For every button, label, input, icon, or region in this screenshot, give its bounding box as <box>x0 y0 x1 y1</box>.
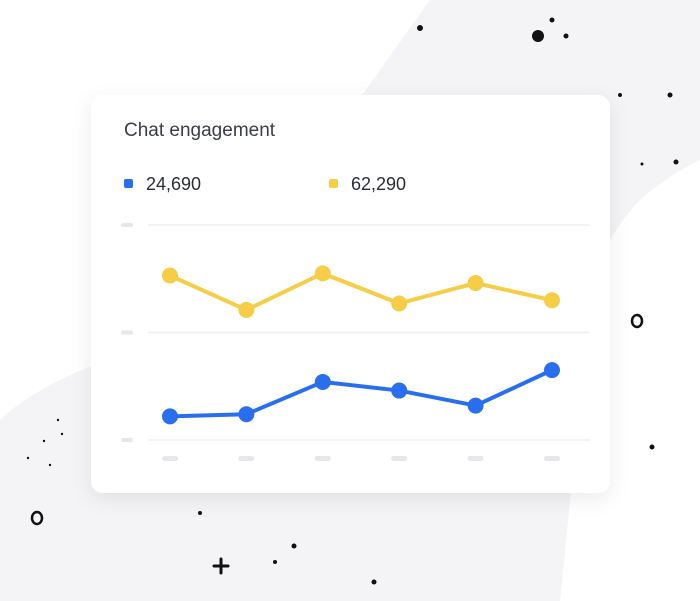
x-tick-placeholder <box>238 456 255 461</box>
x-tick-placeholder <box>162 456 178 461</box>
data-point <box>467 275 484 292</box>
data-point <box>391 382 408 399</box>
series-line <box>169 368 553 419</box>
plot: 24,690 62,290 <box>121 174 590 461</box>
x-tick-placeholder <box>544 456 560 461</box>
x-tick-placeholder <box>467 456 484 461</box>
card <box>91 95 610 493</box>
data-point <box>544 292 560 309</box>
legend-label: 24,690 <box>146 174 201 194</box>
chart-title: Chat engagement <box>124 120 276 141</box>
x-tick-placeholder <box>314 456 331 461</box>
legend-swatch <box>124 179 133 188</box>
data-point <box>238 406 255 423</box>
data-point <box>467 397 484 414</box>
data-point <box>314 373 331 390</box>
legend-label: 62,290 <box>351 174 406 194</box>
legend-swatch <box>329 179 338 188</box>
series-line <box>169 271 553 312</box>
y-tick-placeholder <box>121 330 133 335</box>
data-point <box>314 265 331 282</box>
data-point <box>391 295 408 312</box>
y-tick-placeholder <box>121 223 133 227</box>
y-tick-placeholder <box>121 438 133 442</box>
x-tick-placeholder <box>391 456 408 461</box>
data-point <box>162 408 178 425</box>
data-point <box>162 267 178 284</box>
data-point <box>544 362 560 379</box>
data-point <box>238 301 255 318</box>
